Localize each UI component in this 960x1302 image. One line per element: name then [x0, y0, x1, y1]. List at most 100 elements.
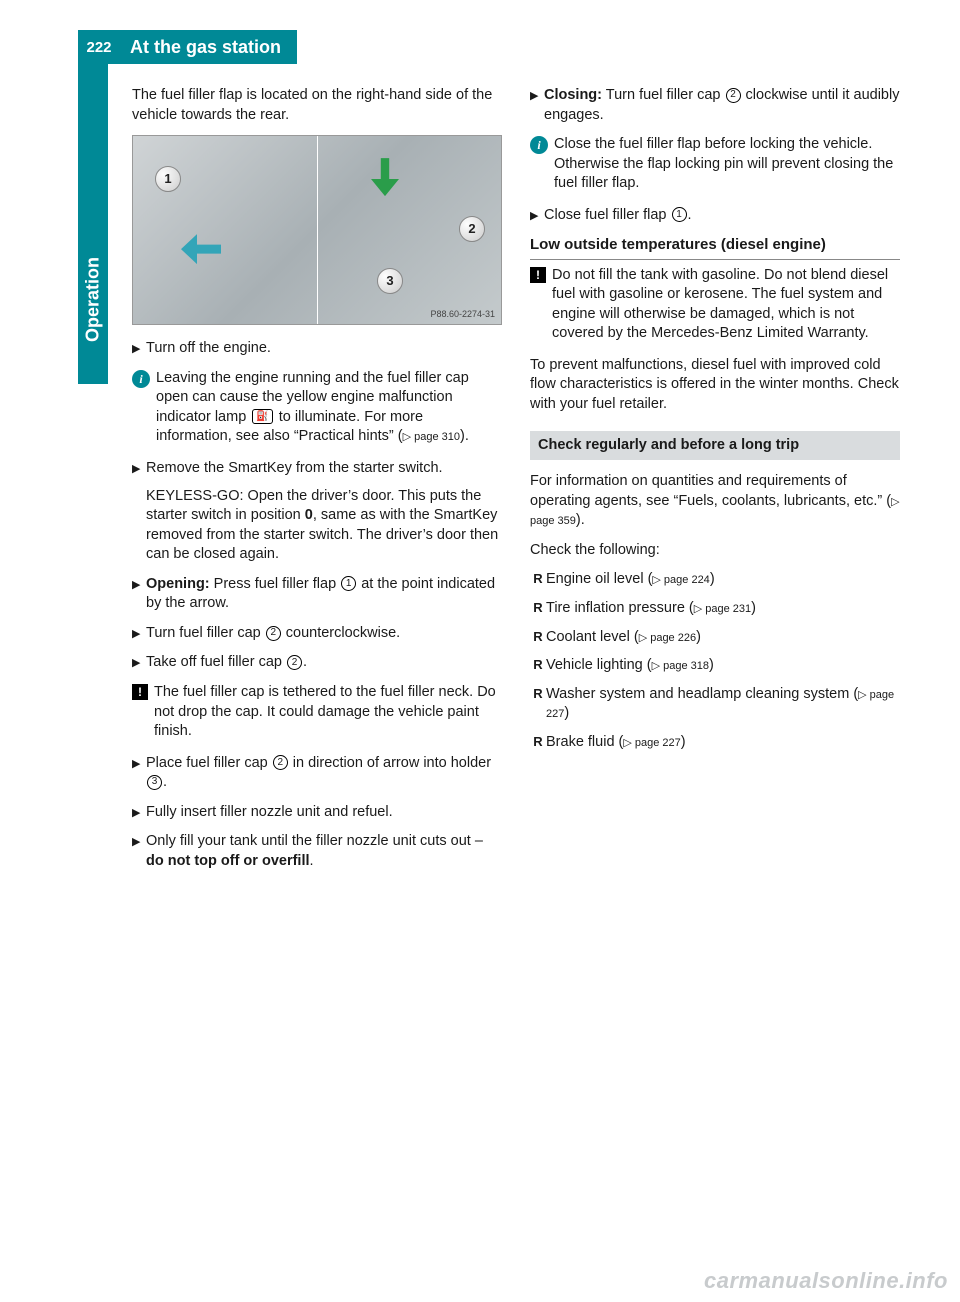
- t: .: [163, 774, 167, 790]
- t: ).: [576, 512, 585, 528]
- t: Take off fuel filler cap: [146, 654, 286, 670]
- right-column: ▶ Closing: Turn fuel filler cap 2 clockw…: [530, 86, 900, 882]
- figure-arrow-left: [181, 234, 221, 264]
- warning-no-gasoline: ! Do not fill the tank with gasoline. Do…: [530, 266, 900, 344]
- t: Coolant level (: [546, 629, 639, 645]
- page-ref: ▷ page 224: [652, 574, 709, 586]
- bullet-text: Washer system and headlamp cleaning syst…: [546, 685, 900, 724]
- figure-arrow-down: [371, 158, 399, 196]
- step-text: Fully insert filler nozzle unit and refu…: [146, 803, 502, 823]
- step-text: Close fuel filler flap 1.: [544, 206, 900, 226]
- t: Washer system and headlamp cleaning syst…: [546, 686, 858, 702]
- step-text: Turn off the engine.: [146, 339, 502, 359]
- step-place-cap: ▶ Place fuel filler cap 2 in direction o…: [132, 754, 502, 793]
- list-item: Brake fluid (▷ page 227): [530, 733, 900, 753]
- bullet-icon: [530, 570, 546, 590]
- step-closing: ▶ Closing: Turn fuel filler cap 2 clockw…: [530, 86, 900, 125]
- no-overfill-bold: do not top off or overfill: [146, 853, 310, 869]
- page-ref-310: ▷ page 310: [403, 431, 460, 443]
- subhead-low-temp: Low outside temperatures (diesel engine): [530, 235, 900, 259]
- opening-label: Opening:: [146, 576, 210, 592]
- engine-lamp-icon: ⛽: [252, 409, 272, 424]
- side-accent-block: [78, 64, 108, 214]
- check-list: Engine oil level (▷ page 224) Tire infla…: [530, 570, 900, 752]
- list-item: Washer system and headlamp cleaning syst…: [530, 685, 900, 724]
- ref-circle-2: 2: [266, 626, 281, 641]
- warning-icon: !: [530, 267, 546, 283]
- info-icon: i: [132, 370, 150, 388]
- info-engine-running: i Leaving the engine running and the fue…: [132, 369, 502, 447]
- list-item: Engine oil level (▷ page 224): [530, 570, 900, 590]
- info-body: Leaving the engine running and the fuel …: [156, 369, 502, 447]
- page-ref: ▷ page 231: [694, 603, 751, 615]
- ref-circle-1: 1: [672, 207, 687, 222]
- step-marker-icon: ▶: [530, 86, 544, 125]
- step-remove-key: ▶ Remove the SmartKey from the starter s…: [132, 459, 502, 565]
- t: .: [303, 654, 307, 670]
- step-marker-icon: ▶: [530, 206, 544, 226]
- step-marker-icon: ▶: [132, 832, 146, 871]
- content-columns: The fuel filler flap is located on the r…: [0, 64, 960, 882]
- list-item: Coolant level (▷ page 226): [530, 628, 900, 648]
- ref-circle-2: 2: [273, 755, 288, 770]
- bullet-icon: [530, 656, 546, 676]
- t: ): [710, 571, 715, 587]
- page-number: 222: [78, 30, 120, 64]
- info-text-b: to illuminate.: [275, 409, 360, 425]
- bullet-text: Tire inflation pressure (▷ page 231): [546, 599, 900, 619]
- t: Brake fluid (: [546, 734, 623, 750]
- bullet-text: Engine oil level (▷ page 224): [546, 570, 900, 590]
- position-zero: 0: [305, 507, 313, 523]
- step-marker-icon: ▶: [132, 575, 146, 614]
- step-marker-icon: ▶: [132, 803, 146, 823]
- t: ): [564, 705, 569, 721]
- diesel-paragraph: To prevent malfunctions, diesel fuel wit…: [530, 356, 900, 415]
- t: Close fuel filler flap: [544, 207, 671, 223]
- ref-circle-3: 3: [147, 775, 162, 790]
- t: ): [709, 657, 714, 673]
- figure-divider: [317, 136, 318, 324]
- t: Remove the SmartKey from the starter swi…: [146, 460, 443, 476]
- section-check-regularly: Check regularly and before a long trip: [530, 431, 900, 461]
- step-text: Only fill your tank until the filler noz…: [146, 832, 502, 871]
- warning-icon: !: [132, 684, 148, 700]
- t: Only fill your tank until the filler noz…: [146, 833, 483, 849]
- closing-label: Closing:: [544, 87, 602, 103]
- side-tab-label: Operation: [78, 214, 108, 384]
- bullet-icon: [530, 599, 546, 619]
- ref-circle-2: 2: [287, 655, 302, 670]
- bullet-text: Vehicle lighting (▷ page 318): [546, 656, 900, 676]
- step-marker-icon: ▶: [132, 754, 146, 793]
- bullet-text: Brake fluid (▷ page 227): [546, 733, 900, 753]
- t: Turn fuel filler cap: [602, 87, 725, 103]
- step-insert-nozzle: ▶ Fully insert filler nozzle unit and re…: [132, 803, 502, 823]
- fuel-flap-figure: 1 2 3 P88.60-2274-31: [132, 135, 502, 325]
- t: .: [310, 853, 314, 869]
- step-text: Remove the SmartKey from the starter swi…: [146, 459, 502, 565]
- step-marker-icon: ▶: [132, 624, 146, 644]
- t: Turn fuel filler cap: [146, 625, 265, 641]
- intro-text: The fuel filler flap is located on the r…: [132, 86, 502, 125]
- t: ): [696, 629, 701, 645]
- info-close-flap: i Close the fuel filler flap before lock…: [530, 135, 900, 194]
- t: ): [681, 734, 686, 750]
- t: Tire inflation pressure (: [546, 600, 694, 616]
- step-turn-ccw: ▶ Turn fuel filler cap 2 counterclockwis…: [132, 624, 502, 644]
- step-turn-off: ▶ Turn off the engine.: [132, 339, 502, 359]
- list-item: Vehicle lighting (▷ page 318): [530, 656, 900, 676]
- step-take-off-cap: ▶ Take off fuel filler cap 2.: [132, 653, 502, 673]
- ref-circle-1: 1: [341, 576, 356, 591]
- t: Vehicle lighting (: [546, 657, 652, 673]
- t: Engine oil level (: [546, 571, 652, 587]
- callout-1: 1: [155, 166, 181, 192]
- footer-watermark: carmanualsonline.info: [704, 1268, 948, 1294]
- page-ref: ▷ page 226: [639, 632, 696, 644]
- step-close-flap: ▶ Close fuel filler flap 1.: [530, 206, 900, 226]
- step-text: Take off fuel filler cap 2.: [146, 653, 502, 673]
- bullet-text: Coolant level (▷ page 226): [546, 628, 900, 648]
- info-text: Close the fuel filler flap before lockin…: [554, 135, 900, 194]
- callout-2: 2: [459, 216, 485, 242]
- step-fill-tank: ▶ Only fill your tank until the filler n…: [132, 832, 502, 871]
- info-text-d: ).: [460, 428, 469, 444]
- step-text: Closing: Turn fuel filler cap 2 clockwis…: [544, 86, 900, 125]
